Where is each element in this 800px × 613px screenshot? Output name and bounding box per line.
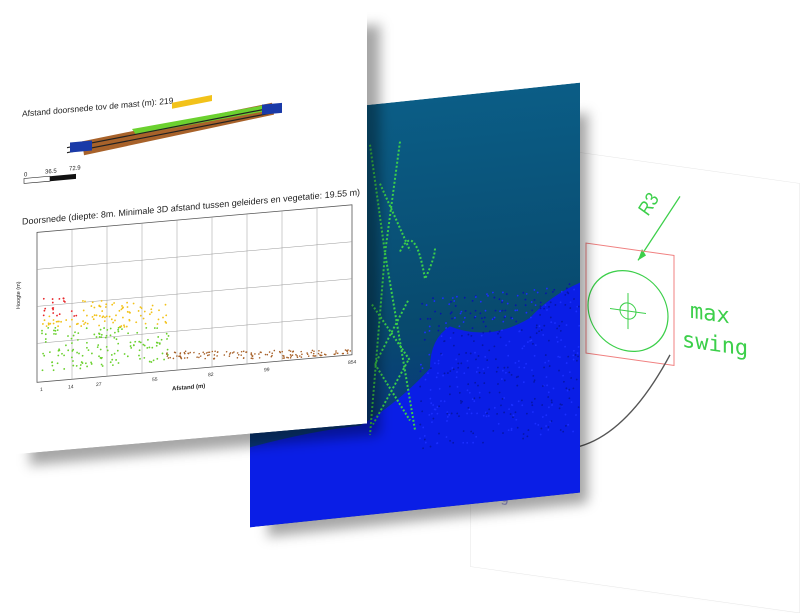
radius-leader-line xyxy=(637,195,681,261)
plot-grid xyxy=(37,207,352,380)
plot-frame xyxy=(36,204,353,383)
x-axis-label: Afstand (m) xyxy=(172,384,205,393)
radius-arrow-icon xyxy=(638,248,646,261)
scale-tick-2: 72.9 xyxy=(69,165,81,172)
x-tick-label: 1 xyxy=(40,387,43,393)
ground-points xyxy=(250,282,580,528)
x-tick-label: 27 xyxy=(96,382,102,388)
vegetation-points xyxy=(419,283,580,450)
x-tick-label: 82 xyxy=(208,372,214,378)
x-tick-labels: 1 14 27 55 82 99 854 xyxy=(40,359,357,393)
scale-bar: 0 36.5 72.9 xyxy=(23,165,81,184)
cross-section-plot: Hoogte (m) Afstand (m) 1 14 27 55 82 99 854 xyxy=(16,204,357,393)
x-tick-label: 99 xyxy=(264,367,270,373)
x-tick-label: 854 xyxy=(348,359,357,366)
x-tick-label: 14 xyxy=(68,384,74,390)
swing-circle xyxy=(587,270,669,353)
x-tick-label: 55 xyxy=(152,377,158,383)
pylon-points xyxy=(369,141,436,435)
scale-tick-0: 0 xyxy=(24,172,28,178)
scale-tick-1: 36.5 xyxy=(45,169,57,176)
plot-points xyxy=(41,297,352,372)
y-axis-label: Hoogte (m) xyxy=(16,281,22,309)
report-panel: Afstand doorsnede tov de mast (m): 219 0… xyxy=(12,0,367,455)
swing-envelope-box xyxy=(585,242,675,367)
max-label: max xyxy=(690,298,730,329)
report-sheet: Afstand doorsnede tov de mast (m): 219 0… xyxy=(12,0,367,455)
top-view-strip xyxy=(66,95,283,156)
